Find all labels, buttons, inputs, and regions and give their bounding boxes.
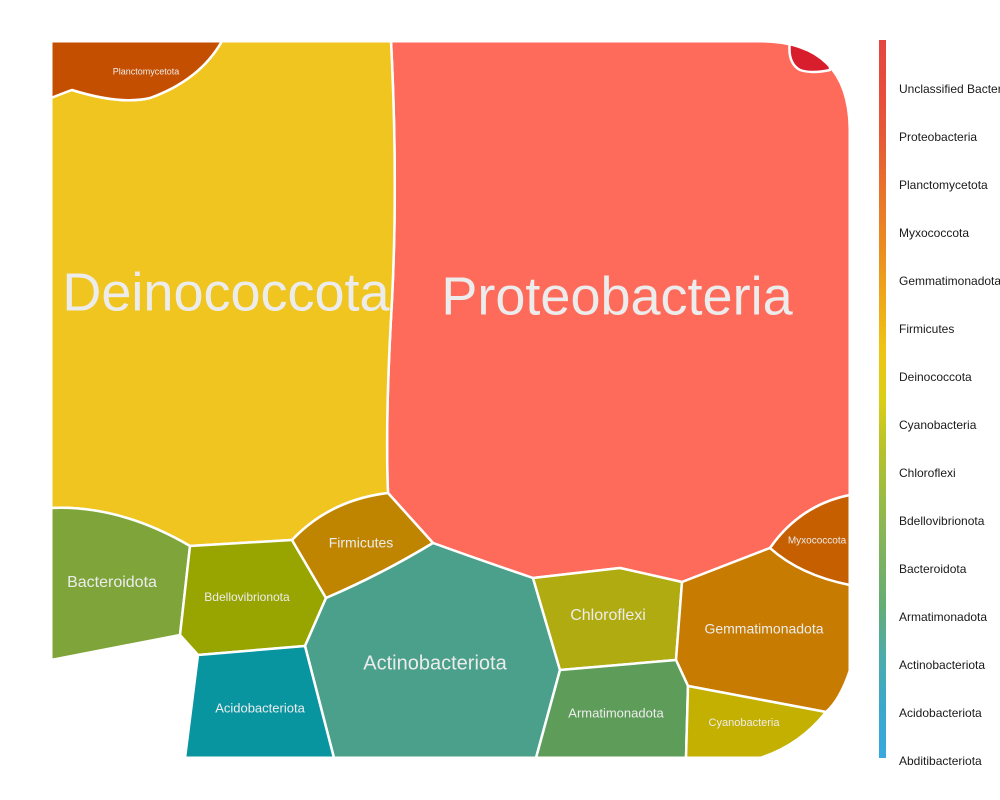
cell-label-firmicutes: Firmicutes	[329, 535, 394, 551]
cell-label-chloroflexi: Chloroflexi	[570, 607, 646, 624]
cell-planctomycetota[interactable]	[51, 41, 224, 102]
cell-label-acidobacteriota: Acidobacteriota	[215, 700, 305, 715]
cell-label-bacteroidota: Bacteroidota	[67, 574, 157, 591]
cell-label-bdellovibrionota: Bdellovibrionota	[204, 590, 290, 604]
cell-acidobacteriota[interactable]	[183, 644, 336, 758]
cell-label-cyanobacteria: Cyanobacteria	[709, 717, 781, 729]
cell-myxococcota[interactable]	[768, 493, 850, 587]
cell-label-planctomycetota: Planctomycetota	[113, 66, 180, 76]
cell-label-actinobacteriota: Actinobacteriota	[363, 652, 507, 674]
cell-label-deinococcota: Deinococcota	[62, 262, 390, 322]
cell-label-myxococcota: Myxococcota	[788, 536, 847, 547]
cell-label-proteobacteria: Proteobacteria	[441, 266, 793, 326]
cell-label-gemmatimonadota: Gemmatimonadota	[704, 621, 823, 637]
treemap-frame	[49, 39, 852, 760]
cell-label-armatimonadota: Armatimonadota	[568, 705, 664, 720]
